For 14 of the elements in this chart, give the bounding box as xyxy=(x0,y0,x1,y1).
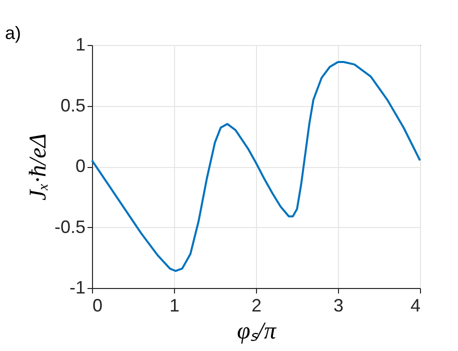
y-tick-label: 1 xyxy=(75,34,86,54)
x-tick-label: 2 xyxy=(251,296,262,316)
x-axis-title: φₛ/π xyxy=(237,318,277,344)
x-tick-label: 4 xyxy=(410,296,420,316)
text: a) xyxy=(5,23,22,43)
x-tick-label: 1 xyxy=(169,296,180,316)
y-tick-label: -0.5 xyxy=(54,216,86,237)
y-tick-label: 0.5 xyxy=(60,95,86,116)
y-axis-title: Jₓ·ħ/eΔ xyxy=(25,134,52,200)
y-tick-label: -1 xyxy=(69,278,86,298)
y-tick-label: 0 xyxy=(75,156,86,176)
x-tick-label: 0 xyxy=(92,296,103,316)
line-series xyxy=(91,61,421,272)
x-tick-label: 3 xyxy=(333,296,344,316)
